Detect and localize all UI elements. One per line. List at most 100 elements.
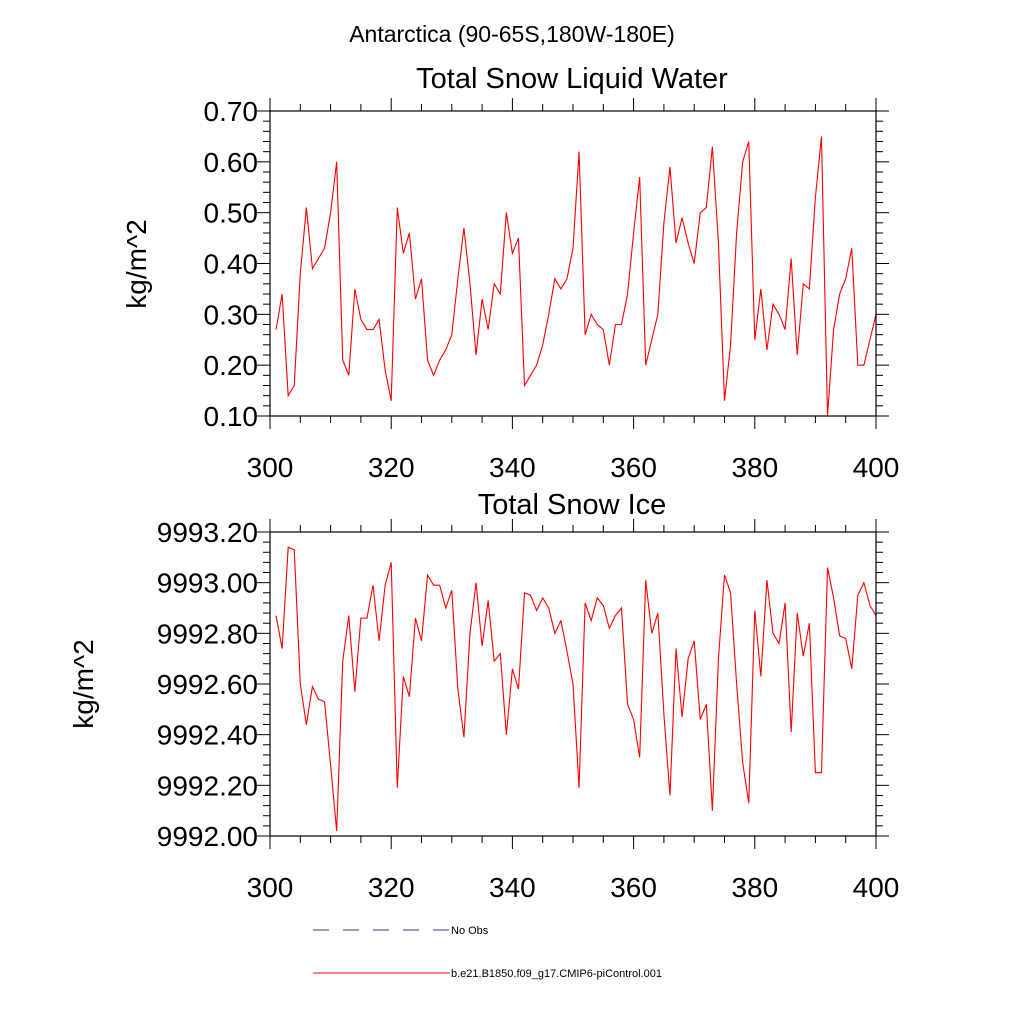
data-point bbox=[778, 314, 779, 315]
data-point bbox=[288, 547, 289, 548]
data-point bbox=[566, 650, 567, 651]
data-point bbox=[318, 699, 319, 700]
y-tick-label: 9992.80 bbox=[157, 618, 258, 649]
data-point bbox=[494, 283, 495, 284]
x-tick-label: 300 bbox=[247, 872, 294, 903]
data-point bbox=[360, 319, 361, 320]
data-point bbox=[482, 298, 483, 299]
data-point bbox=[415, 618, 416, 619]
data-point bbox=[348, 615, 349, 616]
data-point bbox=[706, 207, 707, 208]
data-point bbox=[294, 385, 295, 386]
data-point bbox=[342, 359, 343, 360]
data-point bbox=[815, 772, 816, 773]
data-point bbox=[724, 574, 725, 575]
data-point bbox=[821, 136, 822, 137]
data-point bbox=[554, 278, 555, 279]
data-point bbox=[433, 585, 434, 586]
data-point bbox=[869, 339, 870, 340]
data-point bbox=[348, 375, 349, 376]
data-point bbox=[603, 605, 604, 606]
data-point bbox=[712, 146, 713, 147]
data-point bbox=[742, 161, 743, 162]
data-point bbox=[645, 580, 646, 581]
data-point bbox=[772, 304, 773, 305]
plot-title: Total Snow Liquid Water bbox=[416, 63, 728, 95]
data-point bbox=[360, 618, 361, 619]
data-point bbox=[657, 314, 658, 315]
data-point bbox=[700, 212, 701, 213]
data-point bbox=[621, 324, 622, 325]
data-point bbox=[421, 640, 422, 641]
data-point bbox=[706, 704, 707, 705]
data-point bbox=[809, 288, 810, 289]
data-point bbox=[366, 618, 367, 619]
data-point bbox=[760, 676, 761, 677]
data-point bbox=[839, 293, 840, 294]
data-point bbox=[591, 314, 592, 315]
data-point bbox=[518, 688, 519, 689]
data-point bbox=[403, 676, 404, 677]
data-point bbox=[427, 359, 428, 360]
y-tick-label: 9993.00 bbox=[157, 568, 258, 599]
data-point bbox=[439, 585, 440, 586]
data-point bbox=[718, 658, 719, 659]
data-point bbox=[754, 610, 755, 611]
data-point bbox=[651, 633, 652, 634]
axis-ticks bbox=[257, 98, 889, 429]
data-point bbox=[282, 293, 283, 294]
data-point bbox=[439, 359, 440, 360]
data-point bbox=[760, 288, 761, 289]
data-point bbox=[282, 648, 283, 649]
data-point bbox=[482, 645, 483, 646]
data-point bbox=[330, 212, 331, 213]
data-point bbox=[542, 597, 543, 598]
data-point bbox=[766, 349, 767, 350]
data-point bbox=[469, 283, 470, 284]
y-axis-label: kg/m^2 bbox=[68, 639, 99, 728]
y-axis-label: kg/m^2 bbox=[121, 219, 152, 308]
legend-label-no-obs: No Obs bbox=[451, 925, 489, 937]
data-point bbox=[851, 668, 852, 669]
data-point bbox=[681, 217, 682, 218]
data-point bbox=[718, 243, 719, 244]
data-point bbox=[591, 620, 592, 621]
data-point bbox=[669, 166, 670, 167]
data-point bbox=[645, 365, 646, 366]
data-point bbox=[294, 549, 295, 550]
data-point bbox=[827, 567, 828, 568]
data-point bbox=[730, 592, 731, 593]
data-point bbox=[651, 339, 652, 340]
legend: No Obs b.e21.B1850.f09_g17.CMIP6-piContr… bbox=[313, 925, 662, 980]
data-point bbox=[354, 691, 355, 692]
data-point bbox=[548, 607, 549, 608]
data-point bbox=[700, 719, 701, 720]
data-point bbox=[572, 683, 573, 684]
data-point bbox=[797, 354, 798, 355]
data-point bbox=[488, 329, 489, 330]
data-point bbox=[518, 237, 519, 238]
data-point bbox=[512, 668, 513, 669]
data-point bbox=[736, 232, 737, 233]
data-point bbox=[772, 633, 773, 634]
y-tick-label: 0.30 bbox=[204, 299, 259, 330]
data-point bbox=[615, 324, 616, 325]
data-point bbox=[385, 370, 386, 371]
data-point bbox=[815, 197, 816, 198]
data-point bbox=[463, 227, 464, 228]
plot-title: Total Snow Ice bbox=[478, 489, 667, 521]
y-tick-label: 9992.20 bbox=[157, 770, 258, 801]
series-line bbox=[275, 546, 877, 831]
y-tick-label: 0.40 bbox=[204, 249, 259, 280]
x-tick-label: 320 bbox=[368, 872, 415, 903]
data-point bbox=[336, 161, 337, 162]
plot-panel-total-snow-ice: Total Snow Ice kg/m^2 9992.009992.209992… bbox=[68, 489, 899, 903]
data-point bbox=[663, 222, 664, 223]
data-point bbox=[288, 395, 289, 396]
data-point bbox=[488, 600, 489, 601]
data-point bbox=[785, 329, 786, 330]
data-point bbox=[627, 704, 628, 705]
data-point bbox=[748, 141, 749, 142]
data-point bbox=[500, 293, 501, 294]
